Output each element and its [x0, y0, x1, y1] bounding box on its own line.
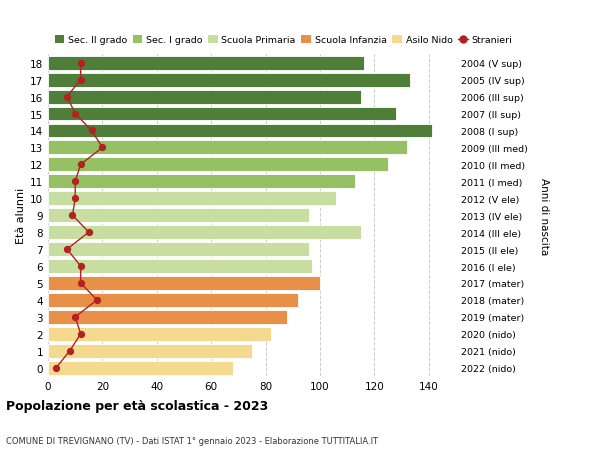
Bar [48, 124, 431, 138]
Point [76, 330, 85, 338]
Bar [48, 310, 287, 324]
Point [70, 178, 80, 185]
Bar [48, 344, 252, 358]
Y-axis label: Età alunni: Età alunni [16, 188, 26, 244]
Point [76, 161, 85, 168]
Point [70, 313, 80, 321]
Bar [48, 158, 388, 172]
Point [76, 77, 85, 84]
Bar [48, 276, 320, 290]
Bar [48, 107, 396, 121]
Bar [48, 327, 271, 341]
Bar [48, 259, 312, 274]
Bar [48, 293, 298, 307]
Bar [48, 175, 355, 189]
Point [65, 347, 74, 355]
Bar [48, 56, 364, 71]
Point [92, 297, 102, 304]
Point [70, 195, 80, 202]
Text: Popolazione per età scolastica - 2023: Popolazione per età scolastica - 2023 [6, 399, 268, 412]
Point [70, 111, 80, 118]
Bar [48, 226, 361, 240]
Bar [48, 209, 309, 223]
Bar [48, 192, 337, 206]
Point [87, 128, 97, 135]
Legend: Sec. II grado, Sec. I grado, Scuola Primaria, Scuola Infanzia, Asilo Nido, Stran: Sec. II grado, Sec. I grado, Scuola Prim… [53, 34, 514, 47]
Point [52, 364, 61, 372]
Point [68, 212, 77, 219]
Point [62, 246, 72, 253]
Point [76, 60, 85, 67]
Point [98, 145, 107, 152]
Y-axis label: Anni di nascita: Anni di nascita [539, 177, 549, 254]
Bar [48, 361, 233, 375]
Bar [48, 141, 407, 155]
Bar [48, 90, 361, 104]
Bar [48, 243, 309, 257]
Point [76, 280, 85, 287]
Text: COMUNE DI TREVIGNANO (TV) - Dati ISTAT 1° gennaio 2023 - Elaborazione TUTTITALIA: COMUNE DI TREVIGNANO (TV) - Dati ISTAT 1… [6, 436, 378, 445]
Point [76, 263, 85, 270]
Bar [48, 73, 410, 87]
Point [84, 229, 94, 236]
Point [62, 94, 72, 101]
